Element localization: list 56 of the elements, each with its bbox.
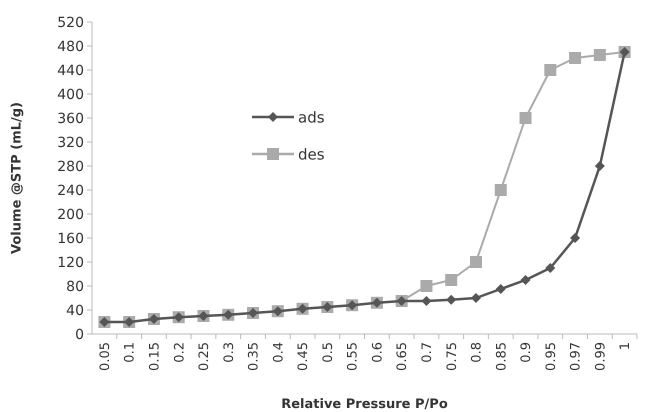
x-tick-label: 0.85 (494, 342, 510, 371)
y-tick-label: 40 (66, 302, 84, 319)
point (470, 256, 482, 268)
point (421, 296, 432, 306)
point (570, 233, 580, 243)
y-tick-label: 360 (57, 110, 84, 127)
x-tick-label: 0.1 (122, 342, 138, 363)
x-tick-label: 0.05 (98, 342, 113, 371)
x-tick-label: 1 (618, 342, 634, 350)
point (520, 112, 532, 124)
point (470, 293, 481, 303)
y-tick-label: 200 (57, 206, 84, 223)
x-tick-label: 0.5 (320, 342, 336, 363)
x-tick-label: 0.8 (470, 342, 485, 363)
y-tick-label: 0 (75, 326, 84, 343)
x-tick-label: 0.15 (147, 342, 162, 371)
point (446, 294, 456, 305)
y-tick-label: 440 (57, 62, 84, 79)
y-tick-label: 480 (57, 38, 84, 55)
x-tick-label: 0.65 (395, 342, 410, 371)
point (520, 275, 531, 285)
x-tick-label: 0.4 (271, 342, 286, 363)
x-tick-label: 0.99 (593, 342, 608, 371)
y-tick-label: 240 (57, 182, 84, 199)
y-tick-label: 80 (66, 278, 84, 295)
x-tick-label: 0.9 (519, 342, 534, 363)
y-tick-label: 280 (57, 158, 84, 175)
y-axis-title: Volume @STP (mL/g) (10, 102, 25, 254)
y-tick-label: 520 (57, 14, 84, 31)
point (420, 280, 432, 292)
y-tick-label: 160 (57, 230, 84, 247)
y-tick-label: 320 (57, 134, 84, 151)
x-tick-label: 0.7 (420, 342, 435, 363)
x-tick-label: 0.3 (222, 342, 237, 363)
x-axis-title: Relative Pressure P/Po (281, 397, 448, 412)
x-tick-label: 0.6 (370, 342, 386, 363)
x-tick-label: 0.25 (197, 342, 212, 371)
y-tick-label: 120 (57, 254, 84, 271)
point (569, 52, 582, 64)
x-tick-label: 0.95 (544, 342, 559, 371)
point (594, 49, 606, 61)
x-tick-label: 0.45 (296, 342, 312, 371)
point (445, 274, 458, 286)
y-tick-label: 400 (57, 86, 84, 103)
point (496, 284, 506, 294)
x-tick-label: 0.2 (172, 342, 188, 363)
x-tick-label: 0.97 (568, 342, 584, 371)
point (545, 263, 556, 273)
legend-label: des (298, 145, 325, 164)
x-tick-label: 0.75 (444, 342, 460, 371)
x-tick-label: 0.55 (346, 342, 361, 371)
point (494, 184, 507, 196)
legend-label: ads (298, 108, 325, 126)
x-tick-label: 0.35 (246, 342, 262, 371)
point (594, 161, 605, 171)
point (544, 64, 556, 76)
